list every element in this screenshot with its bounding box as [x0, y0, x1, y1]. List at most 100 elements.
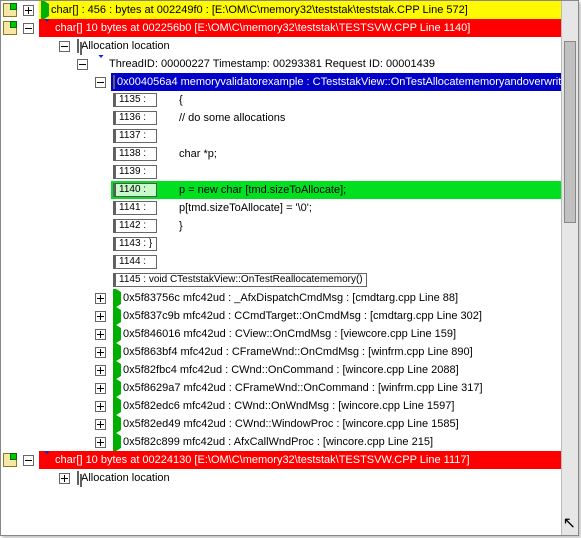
source-line[interactable]: 1145 : void CTeststakView::OnTestRealloc…: [1, 271, 578, 289]
line-number-box: 1135 :: [115, 93, 157, 107]
expand-icon[interactable]: [95, 347, 106, 358]
line-number-box: 1144 :: [115, 255, 157, 269]
source-line[interactable]: 1137 :: [1, 127, 578, 145]
source-line[interactable]: 1141 : p[tmd.sizeToAllocate] = '\0';: [1, 199, 578, 217]
line-number-box: 1140 :: [115, 183, 157, 197]
file-icon: [113, 147, 115, 161]
file-icon: [113, 165, 115, 179]
expand-icon[interactable]: [95, 419, 106, 430]
allocation-text: char[] 10 bytes at 002256b0 [E:\OM\C\mem…: [53, 22, 470, 34]
source-code-text: p = new char [tmd.sizeToAllocate];: [163, 184, 346, 196]
allocation-location-label: Allocation location: [79, 40, 170, 52]
file-icon: [113, 237, 115, 251]
play-icon: [41, 1, 49, 19]
source-line[interactable]: 1136 :// do some allocations: [1, 109, 578, 127]
allocation-entry[interactable]: char[] : 456 : bytes at 002249f0 : [E:\O…: [1, 1, 578, 19]
expand-icon[interactable]: [95, 401, 106, 412]
expand-icon[interactable]: [95, 293, 106, 304]
memory-tree-pane: char[] : 456 : bytes at 002249f0 : [E:\O…: [0, 0, 579, 536]
stack-icon: [77, 39, 79, 53]
scrollbar-thumb[interactable]: [564, 41, 576, 223]
vertical-scrollbar[interactable]: [561, 1, 578, 535]
source-line[interactable]: 1138 : char *p;: [1, 145, 578, 163]
source-line[interactable]: 1139 :: [1, 163, 578, 181]
line-number-box: 1145 : void CTeststakView::OnTestRealloc…: [115, 273, 367, 287]
expand-icon[interactable]: [95, 437, 106, 448]
file-icon: [113, 183, 115, 197]
wedge-icon: [41, 451, 53, 466]
stack-frame-text: 0x5f82fbc4 mfc42ud : CWnd::OnCommand : […: [121, 364, 459, 376]
source-code-text: char *p;: [163, 148, 217, 160]
play-icon: [113, 379, 121, 397]
expand-icon[interactable]: [95, 311, 106, 322]
stack-frame[interactable]: 0x5f8629a7 mfc42ud : CFrameWnd::OnComman…: [1, 379, 578, 397]
source-code-text: {: [163, 94, 183, 106]
stack-frame[interactable]: 0x5f82fbc4 mfc42ud : CWnd::OnCommand : […: [1, 361, 578, 379]
stack-frame-text: 0x5f82edc6 mfc42ud : CWnd::OnWndMsg : [w…: [121, 400, 454, 412]
file-icon: [113, 111, 115, 125]
file-icon: [113, 129, 115, 143]
expand-icon[interactable]: [95, 383, 106, 394]
stack-frame[interactable]: 0x5f83756c mfc42ud : _AfxDispatchCmdMsg …: [1, 289, 578, 307]
stack-frame[interactable]: 0x5f82edc6 mfc42ud : CWnd::OnWndMsg : [w…: [1, 397, 578, 415]
file-icon: [113, 75, 115, 89]
collapse-icon[interactable]: [23, 23, 34, 34]
wedge-icon: [41, 19, 53, 34]
stack-frame-text: 0x5f837c9b mfc42ud : CCmdTarget::OnCmdMs…: [121, 310, 482, 322]
allocation-entry[interactable]: char[] 10 bytes at 002256b0 [E:\OM\C\mem…: [1, 19, 578, 37]
expand-icon[interactable]: [23, 5, 34, 16]
stack-frame[interactable]: 0x5f863bf4 mfc42ud : CFrameWnd::OnCmdMsg…: [1, 343, 578, 361]
alloc-badge-icon: [3, 453, 17, 467]
expand-icon[interactable]: [95, 365, 106, 376]
collapse-icon[interactable]: [95, 77, 106, 88]
line-number-box: 1138 :: [115, 147, 157, 161]
collapse-icon[interactable]: [77, 59, 88, 70]
play-icon: [113, 433, 121, 451]
file-icon: [113, 201, 115, 215]
wedge-icon: [95, 55, 107, 70]
allocation-location-label: Allocation location: [79, 472, 170, 484]
source-line[interactable]: 1144 :: [1, 253, 578, 271]
stack-frame[interactable]: 0x5f82c899 mfc42ud : AfxCallWndProc : [w…: [1, 433, 578, 451]
stack-frame-text: 0x5f83756c mfc42ud : _AfxDispatchCmdMsg …: [121, 292, 458, 304]
file-icon: [113, 255, 115, 269]
line-number-box: 1139 :: [115, 165, 157, 179]
allocation-location-node[interactable]: Allocation location: [1, 37, 578, 55]
line-number-box: 1141 :: [115, 201, 157, 215]
play-icon: [113, 325, 121, 343]
source-line[interactable]: 1140 : p = new char [tmd.sizeToAllocate];: [1, 181, 578, 199]
stack-frame[interactable]: 0x5f837c9b mfc42ud : CCmdTarget::OnCmdMs…: [1, 307, 578, 325]
expand-icon[interactable]: [59, 473, 70, 484]
line-number-box: 1137 :: [115, 129, 157, 143]
play-icon: [113, 415, 121, 433]
line-number-box: 1143 : }: [115, 237, 157, 251]
mouse-cursor-icon: ↖: [563, 513, 576, 533]
source-line[interactable]: 1135 : {: [1, 91, 578, 109]
file-icon: [113, 219, 115, 233]
source-code-text: }: [163, 220, 183, 232]
stack-frame[interactable]: 0x5f846016 mfc42ud : CView::OnCmdMsg : […: [1, 325, 578, 343]
stack-frame-text: 0x004056a4 memoryvalidatorexample : CTes…: [115, 76, 578, 88]
play-icon: [113, 307, 121, 325]
play-icon: [113, 343, 121, 361]
allocation-location-node[interactable]: Allocation location: [1, 469, 578, 487]
file-icon: [113, 93, 115, 107]
collapse-icon[interactable]: [59, 41, 70, 52]
thread-info-text: ThreadID: 00000227 Timestamp: 00293381 R…: [107, 58, 435, 70]
source-line[interactable]: 1142 :}: [1, 217, 578, 235]
alloc-badge-icon: [3, 3, 17, 17]
file-icon: [113, 273, 115, 287]
thread-info-node[interactable]: ThreadID: 00000227 Timestamp: 00293381 R…: [1, 55, 578, 73]
source-code-text: p[tmd.sizeToAllocate] = '\0';: [163, 202, 312, 214]
stack-frame-selected[interactable]: 0x004056a4 memoryvalidatorexample : CTes…: [1, 73, 578, 91]
source-line[interactable]: 1143 : }: [1, 235, 578, 253]
stack-frame[interactable]: 0x5f82ed49 mfc42ud : CWnd::WindowProc : …: [1, 415, 578, 433]
stack-icon: [77, 471, 79, 485]
expand-icon[interactable]: [95, 329, 106, 340]
allocation-entry[interactable]: char[] 10 bytes at 00224130 [E:\OM\C\mem…: [1, 451, 578, 469]
collapse-icon[interactable]: [23, 455, 34, 466]
allocation-text: char[] : 456 : bytes at 002249f0 : [E:\O…: [49, 4, 468, 16]
stack-frame-text: 0x5f846016 mfc42ud : CView::OnCmdMsg : […: [121, 328, 456, 340]
play-icon: [113, 397, 121, 415]
stack-frame-text: 0x5f8629a7 mfc42ud : CFrameWnd::OnComman…: [121, 382, 483, 394]
